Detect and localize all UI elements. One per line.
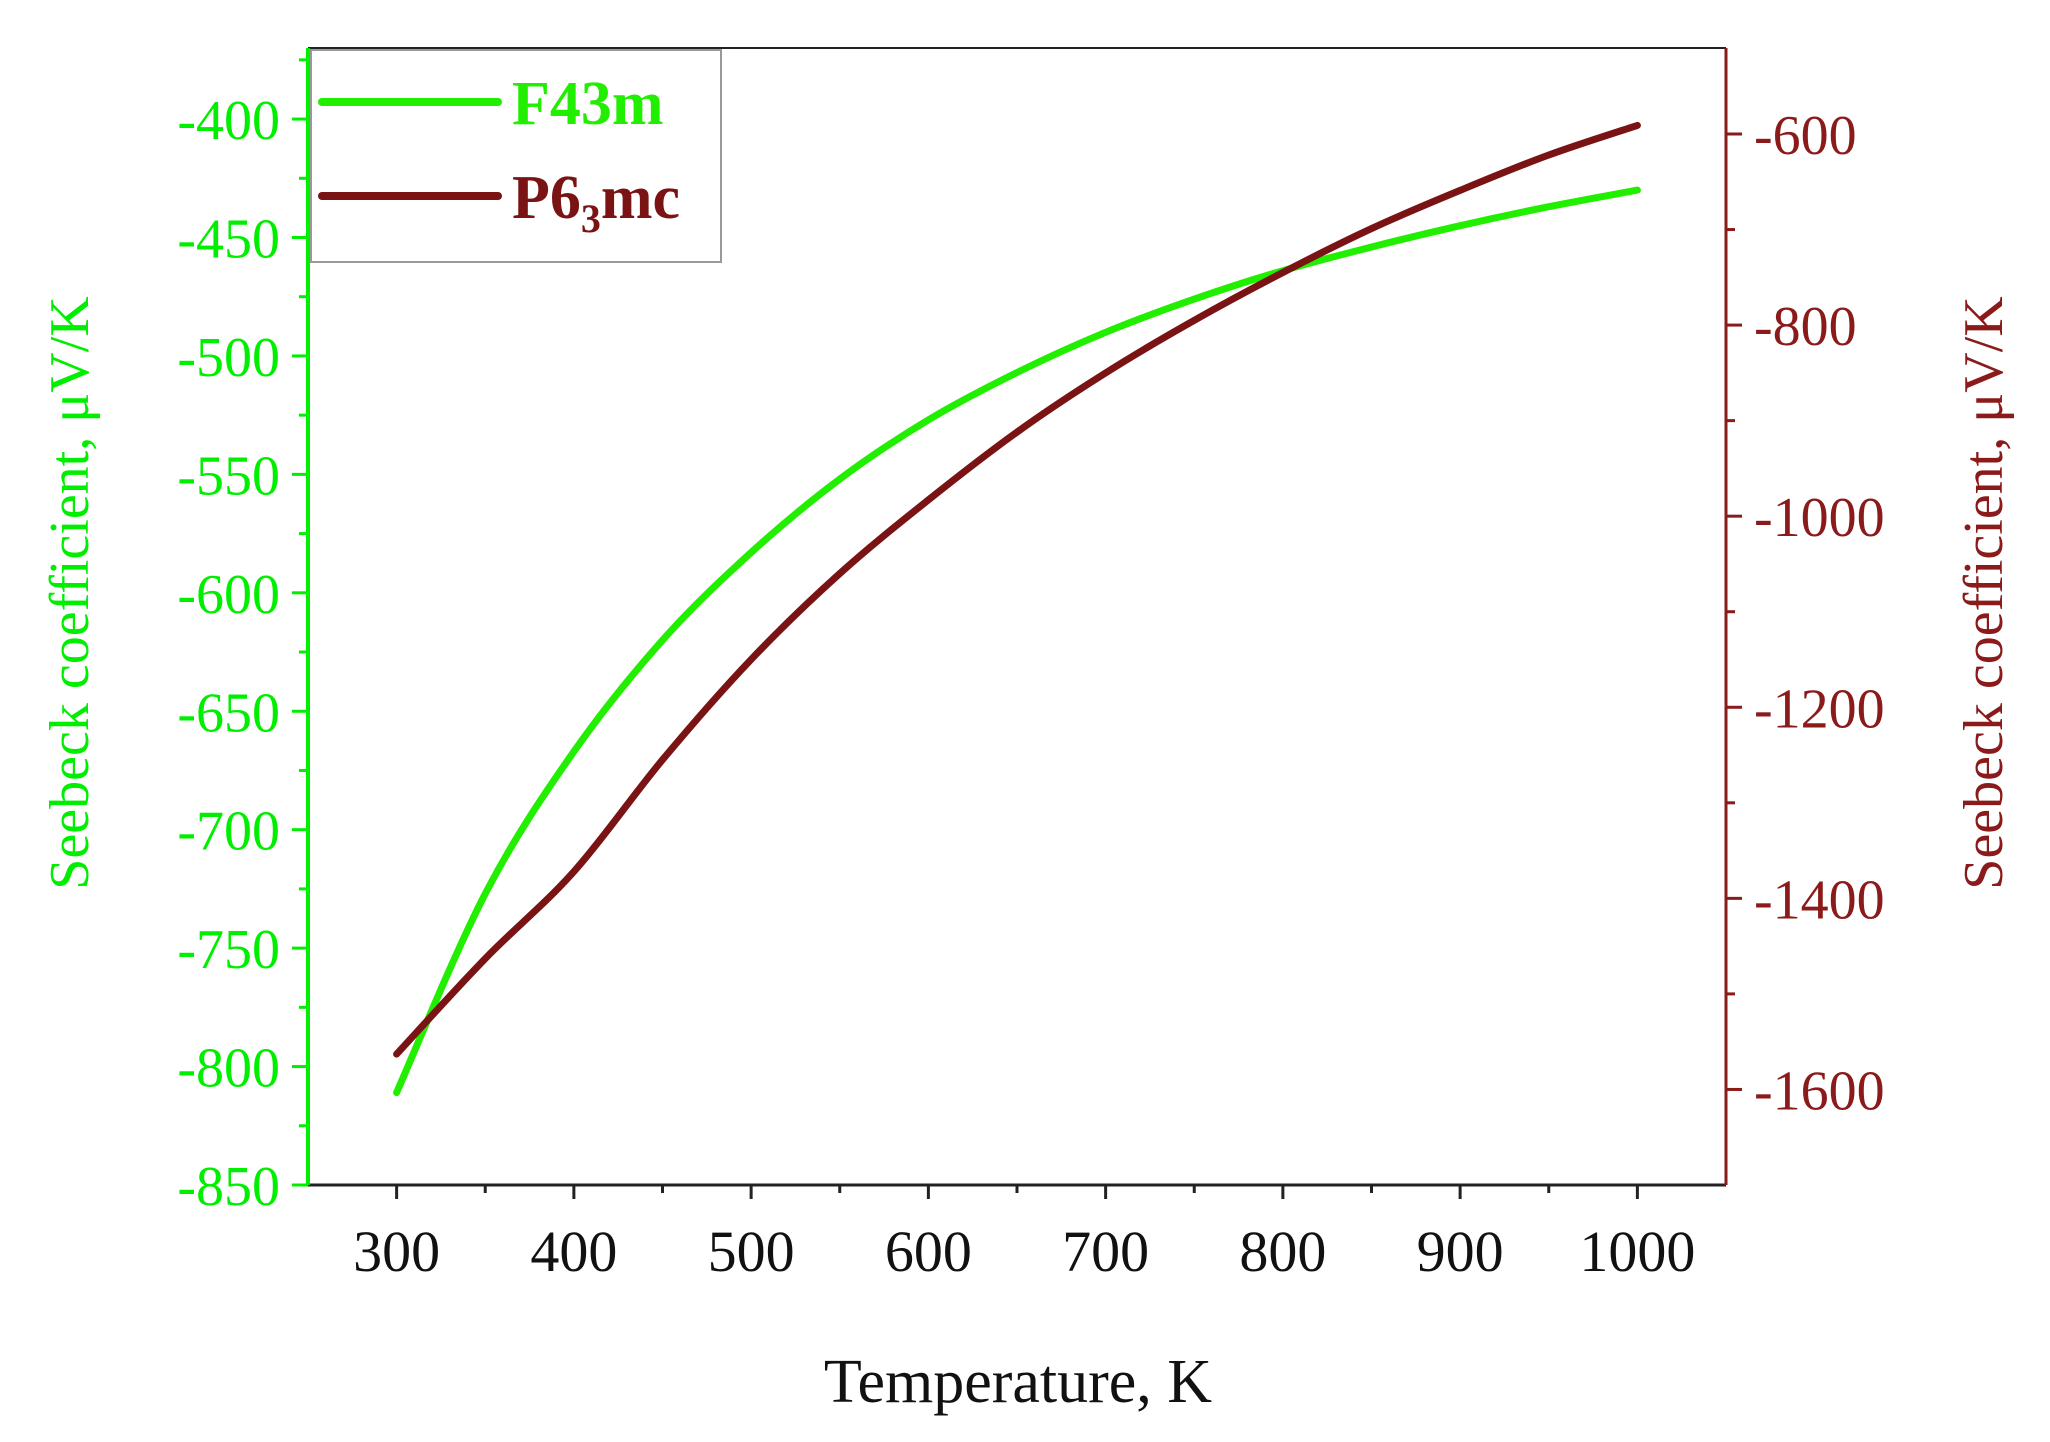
left-tick-label: -750 — [177, 919, 280, 981]
left-tick-label: -700 — [177, 801, 280, 863]
x-tick-label: 800 — [1239, 1219, 1326, 1284]
x-tick-label: 1000 — [1579, 1219, 1695, 1284]
right-tick-label: -800 — [1754, 296, 1857, 358]
left-tick-label: -500 — [177, 327, 280, 389]
left-tick-label: -800 — [177, 1038, 280, 1100]
legend-label: F43m — [512, 70, 664, 138]
series-line-2 — [393, 121, 1641, 1058]
legend-box — [310, 49, 722, 263]
right-tick-label: -600 — [1754, 105, 1857, 167]
right-tick-label: -1200 — [1754, 678, 1885, 740]
right-y-axis: -1600 -1400 -1200 -1000 -800 -600 — [1724, 48, 1885, 1185]
legend-label: P63mc — [512, 164, 680, 241]
right-tick-label: -1000 — [1754, 487, 1885, 549]
x-tick-label: 400 — [530, 1219, 617, 1284]
left-y-axis-label: Seebeck coefficient, μV/K — [39, 296, 101, 889]
left-tick-label: -650 — [177, 682, 280, 744]
right-y-axis-label: Seebeck coefficient, μV/K — [1953, 296, 2015, 889]
x-tick-label: 300 — [353, 1219, 440, 1284]
legend: F43m P63mc — [310, 49, 722, 263]
series-line-1 — [393, 186, 1641, 1097]
x-tick-label: 900 — [1417, 1219, 1504, 1284]
left-tick-label: -600 — [177, 564, 280, 626]
left-tick-label: -850 — [177, 1156, 280, 1218]
left-tick-label: -550 — [177, 445, 280, 507]
x-axis: 300 400 500 600 700 800 900 1000 — [353, 1185, 1695, 1284]
right-tick-label: -1400 — [1754, 869, 1885, 931]
left-y-axis: -850 -800 -750 -700 -650 -600 -550 -500 -450 -400 — [177, 48, 310, 1218]
x-tick-label: 700 — [1062, 1219, 1149, 1284]
right-tick-label: -1600 — [1754, 1060, 1885, 1122]
left-tick-label: -450 — [177, 209, 280, 271]
x-axis-label: Temperature, K — [824, 1348, 1212, 1416]
x-tick-label: 600 — [885, 1219, 972, 1284]
series-layer — [393, 121, 1641, 1097]
left-tick-label: -400 — [177, 90, 280, 152]
x-tick-label: 500 — [708, 1219, 795, 1284]
